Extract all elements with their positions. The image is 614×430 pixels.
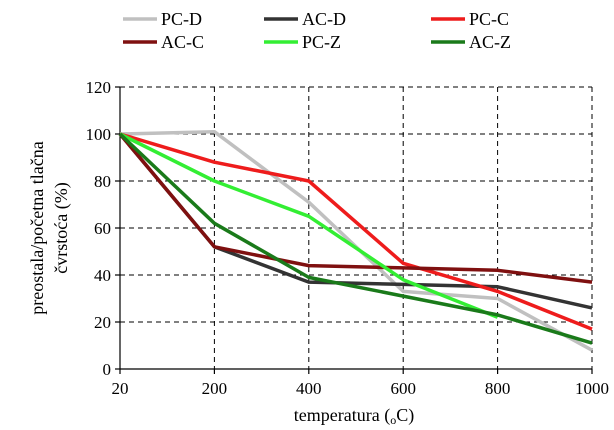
x-tick-label: 1000 [575, 379, 609, 398]
y-axis-title-line1: preostala/početna tlačna [27, 141, 47, 314]
legend: PC-D AC-D PC-C AC-C PC-Z AC-Z [123, 9, 511, 52]
series-line-pc-c [119, 132, 593, 331]
legend-label-pc-d: PC-D [161, 9, 202, 29]
legend-label-ac-c: AC-C [161, 32, 204, 52]
legend-label-ac-d: AC-D [302, 9, 346, 29]
series-line-pc-z [119, 132, 499, 319]
series-line-pc-d [119, 129, 593, 352]
series-line-ac-z [118, 132, 593, 345]
y-tick-label: 40 [94, 266, 111, 285]
y-tick-label: 0 [103, 360, 112, 379]
legend-label-ac-z: AC-Z [469, 32, 511, 52]
x-axis-title-end: C) [396, 405, 414, 426]
x-tick-label: 400 [296, 379, 322, 398]
x-axis-title: temperatura (oC) [294, 405, 414, 427]
x-axis-title-main: temperatura ( [294, 405, 390, 426]
x-axis-title-sub: o [390, 413, 396, 427]
legend-label-pc-z: PC-Z [302, 32, 341, 52]
legend-label-pc-c: PC-C [469, 9, 509, 29]
y-axis-title-line2: čvrstoća (%) [51, 182, 72, 273]
series-lines [118, 129, 593, 352]
y-tick-label: 80 [94, 172, 111, 191]
y-tick-label: 100 [86, 125, 112, 144]
grid-lines [120, 86, 593, 369]
x-tick-label: 800 [485, 379, 511, 398]
x-tick-label: 20 [112, 379, 129, 398]
y-tick-label: 60 [94, 219, 111, 238]
y-tick-label: 120 [86, 78, 112, 97]
x-tick-label: 200 [202, 379, 228, 398]
x-tick-label: 600 [390, 379, 416, 398]
y-tick-label: 20 [94, 313, 111, 332]
series-line-ac-c [118, 132, 593, 284]
axes [115, 86, 593, 374]
